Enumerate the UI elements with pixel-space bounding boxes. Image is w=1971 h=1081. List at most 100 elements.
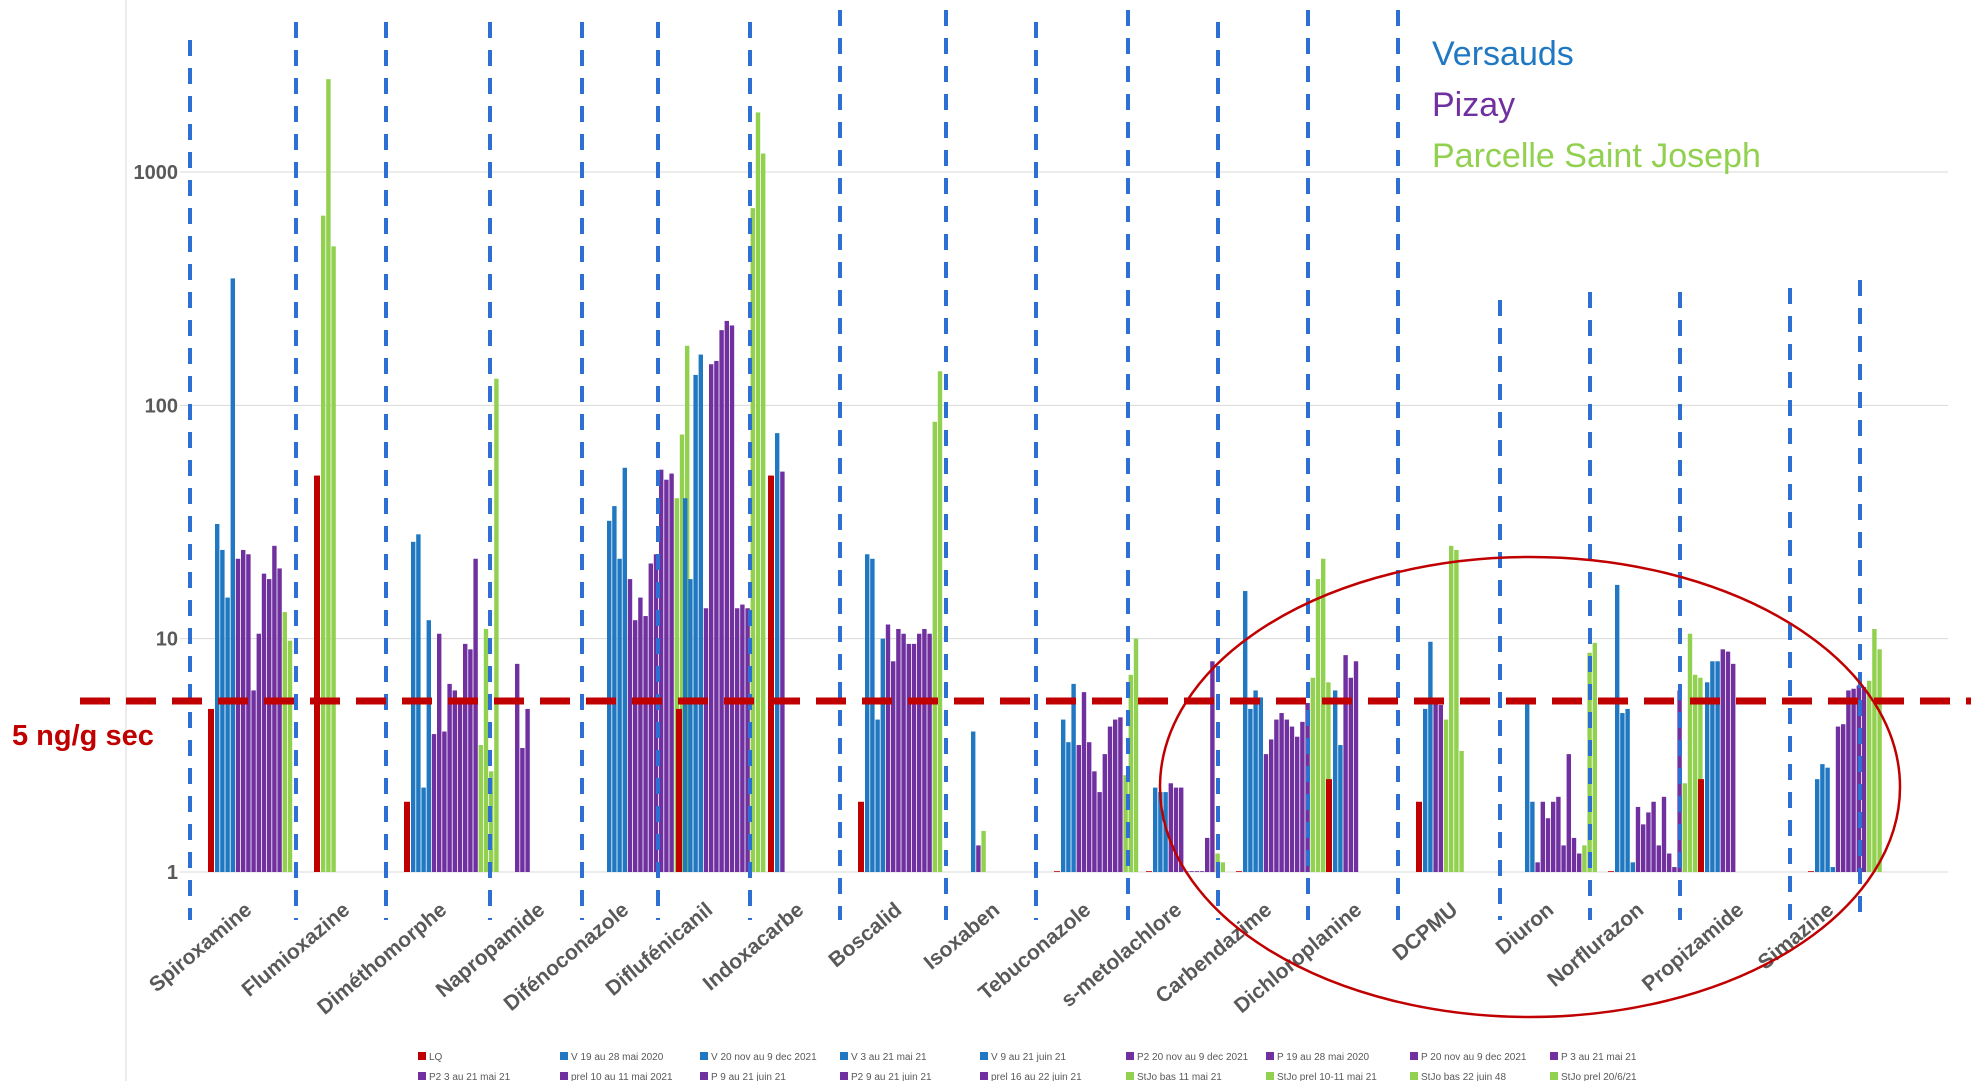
bar	[241, 549, 246, 872]
category-group	[404, 378, 499, 872]
legend-item: P2 20 nov au 9 dec 2021	[1126, 1052, 1249, 1063]
bar	[1820, 764, 1825, 872]
legend-swatch	[1266, 1072, 1274, 1080]
bar	[911, 643, 917, 872]
bar	[1243, 591, 1248, 872]
legend-label: P 3 au 21 mai 21	[1561, 1052, 1637, 1063]
bar	[1608, 871, 1614, 872]
bar	[858, 801, 864, 872]
bar	[1199, 871, 1205, 872]
bar	[627, 579, 633, 872]
bar	[768, 475, 774, 872]
bar	[1348, 677, 1353, 872]
bar	[937, 371, 943, 872]
legend-swatch	[1410, 1072, 1418, 1080]
bar	[1825, 767, 1830, 872]
legend-item: P 19 au 28 mai 2020	[1266, 1052, 1370, 1063]
bar	[703, 608, 709, 872]
legend-item: prel 10 au 11 mai 2021	[560, 1072, 673, 1081]
bar	[1625, 708, 1630, 872]
bar	[1428, 641, 1433, 872]
legend-label: StJo prel 20/6/21	[1561, 1072, 1637, 1081]
legend-swatch	[700, 1052, 708, 1060]
bar	[1815, 779, 1820, 872]
bar	[468, 649, 473, 872]
bar	[1289, 726, 1295, 872]
category-group	[768, 433, 785, 872]
bar	[1672, 867, 1677, 872]
legend-label: P 9 au 21 juin 21	[711, 1072, 786, 1081]
bar	[693, 374, 698, 872]
bar	[478, 745, 483, 872]
bar	[674, 498, 679, 872]
bar	[1577, 853, 1582, 872]
legend-label: P2 20 nov au 9 dec 2021	[1137, 1052, 1249, 1063]
bar	[633, 620, 638, 872]
bar	[622, 467, 627, 872]
bar	[1710, 661, 1715, 872]
bar	[494, 378, 499, 872]
legend-item: V 19 au 28 mai 2020	[560, 1052, 664, 1063]
bar	[1189, 871, 1194, 872]
bar	[326, 79, 331, 872]
bar	[981, 830, 986, 872]
bar	[643, 616, 648, 872]
bar	[891, 661, 896, 872]
legend-swatch	[560, 1072, 568, 1080]
bar	[1571, 837, 1577, 872]
bar	[1353, 661, 1359, 872]
legend-item: V 9 au 21 juin 21	[980, 1052, 1066, 1063]
x-tick-label: Propizamide	[1638, 898, 1748, 996]
bar	[1698, 779, 1704, 872]
bar	[740, 604, 745, 872]
bar	[426, 620, 431, 872]
bar	[1102, 754, 1107, 872]
legend-label: V 3 au 21 mai 21	[851, 1052, 927, 1063]
bar	[1097, 792, 1102, 872]
bar	[683, 498, 688, 872]
legend-swatch	[1550, 1052, 1558, 1060]
category-group	[1146, 661, 1225, 872]
legend-label: P 20 nov au 9 dec 2021	[1421, 1052, 1527, 1063]
bar	[431, 734, 437, 872]
x-tick-label: Boscalid	[824, 898, 906, 972]
legend-item: StJo prel 10-11 mai 21	[1266, 1072, 1377, 1081]
bar	[1076, 745, 1081, 872]
legend-item: P2 9 au 21 juin 21	[840, 1072, 932, 1081]
bar	[215, 524, 220, 872]
bar	[880, 638, 885, 872]
bar	[331, 246, 336, 872]
bar	[1326, 779, 1332, 872]
legend-swatch	[1126, 1072, 1134, 1080]
x-axis-labels: SpiroxamineFlumioxazineDiméthomorpheNapr…	[145, 898, 1838, 1019]
bar	[1263, 754, 1269, 872]
legend-label: prel 10 au 11 mai 2021	[571, 1072, 673, 1081]
bar	[1459, 751, 1464, 872]
bar	[1326, 682, 1331, 872]
legend-item: V 20 nov au 9 dec 2021	[700, 1052, 817, 1063]
bar	[314, 475, 320, 872]
bar	[225, 597, 230, 872]
bar	[287, 640, 293, 872]
bar	[261, 573, 267, 872]
bar	[256, 633, 261, 872]
bar	[922, 629, 927, 872]
bar	[901, 633, 906, 872]
bar	[1449, 545, 1454, 872]
bar	[1582, 845, 1587, 872]
bar	[1153, 787, 1158, 872]
bar	[1551, 801, 1556, 872]
bar	[1118, 717, 1123, 872]
legend-label: StJo bas 22 juin 48	[1421, 1072, 1506, 1081]
bar	[1087, 742, 1092, 872]
bar	[664, 479, 669, 872]
bar	[1438, 704, 1443, 872]
bar	[612, 506, 617, 872]
y-tick-label: 100	[145, 395, 178, 417]
bar	[483, 629, 489, 872]
bar	[617, 558, 622, 872]
bar	[906, 643, 911, 872]
bar	[607, 520, 612, 872]
legend-swatch	[840, 1052, 848, 1060]
